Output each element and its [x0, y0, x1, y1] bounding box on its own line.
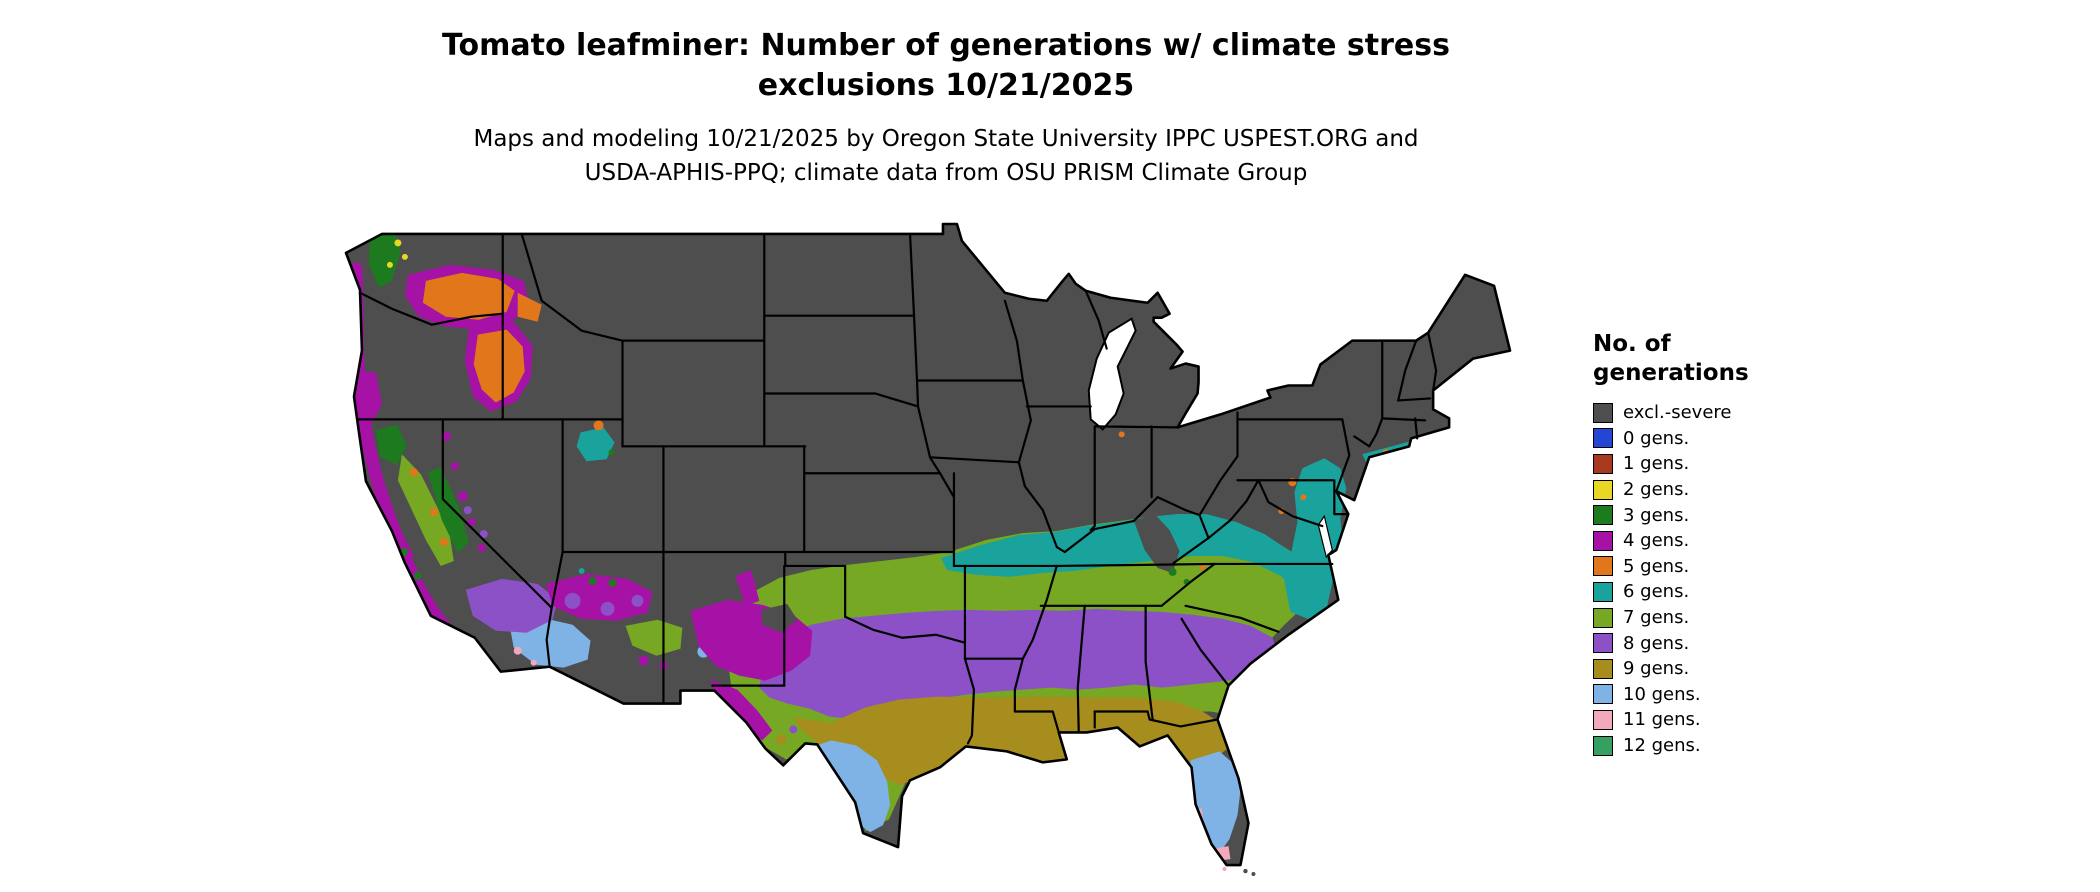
- legend-item: 5 gens.: [1593, 554, 1933, 580]
- legend-item: 9 gens.: [1593, 656, 1933, 682]
- legend-item: 10 gens.: [1593, 682, 1933, 708]
- page-title: Tomato leafminer: Number of generations …: [0, 26, 1892, 106]
- title-line-2: exclusions 10/21/2025: [757, 68, 1135, 103]
- legend-item-label: 2 gens.: [1623, 479, 1690, 501]
- subtitle-line-2: USDA-APHIS-PPQ; climate data from OSU PR…: [584, 160, 1308, 186]
- legend-color-swatch: [1593, 505, 1613, 526]
- legend-color-swatch: [1593, 402, 1613, 423]
- legend-item: 8 gens.: [1593, 630, 1933, 656]
- legend-item-label: 12 gens.: [1623, 735, 1701, 757]
- us-map-svg: [344, 222, 1512, 877]
- legend-title: No. of generations: [1593, 330, 1933, 388]
- us-generations-map: [342, 221, 1520, 884]
- legend-item-label: 9 gens.: [1623, 658, 1690, 680]
- legend-item: 0 gens.: [1593, 426, 1933, 452]
- legend-color-swatch: [1593, 633, 1613, 654]
- legend-title-line-2: generations: [1593, 360, 1749, 386]
- legend-item-label: 3 gens.: [1623, 504, 1690, 526]
- subtitle-line-1: Maps and modeling 10/21/2025 by Oregon S…: [473, 126, 1419, 152]
- map-subheader: Maps and modeling 10/21/2025 by Oregon S…: [0, 122, 1892, 190]
- legend-color-swatch: [1593, 556, 1613, 577]
- legend-item-label: 4 gens.: [1623, 530, 1690, 552]
- legend-item-label: 1 gens.: [1623, 453, 1690, 475]
- legend: No. of generations excl.-severe 0 gens. …: [1593, 330, 1933, 758]
- legend-color-swatch: [1593, 479, 1613, 500]
- legend-item: 11 gens.: [1593, 707, 1933, 733]
- legend-item: 3 gens.: [1593, 502, 1933, 528]
- legend-item-label: 6 gens.: [1623, 581, 1690, 603]
- legend-item: 1 gens.: [1593, 451, 1933, 477]
- legend-color-swatch: [1593, 453, 1613, 474]
- legend-item-label: 7 gens.: [1623, 607, 1690, 629]
- legend-color-swatch: [1593, 581, 1613, 602]
- legend-item: 2 gens.: [1593, 477, 1933, 503]
- legend-title-line-1: No. of: [1593, 331, 1671, 357]
- us-coastline: [344, 222, 1512, 867]
- legend-item-label: 8 gens.: [1623, 632, 1690, 654]
- legend-items: excl.-severe 0 gens. 1 gens. 2 gens. 3 g…: [1593, 400, 1933, 758]
- legend-item-label: 10 gens.: [1623, 683, 1701, 705]
- legend-item-label: 0 gens.: [1623, 427, 1690, 449]
- legend-color-swatch: [1593, 709, 1613, 730]
- legend-item: 12 gens.: [1593, 733, 1933, 759]
- legend-item-label: excl.-severe: [1623, 402, 1732, 424]
- lake-michigan: [1087, 317, 1137, 431]
- legend-color-swatch: [1593, 735, 1613, 756]
- title-line-1: Tomato leafminer: Number of generations …: [442, 28, 1450, 63]
- florida-keys: [1222, 867, 1256, 877]
- map-header: Tomato leafminer: Number of generations …: [0, 26, 1892, 106]
- legend-item: 6 gens.: [1593, 579, 1933, 605]
- legend-item: 7 gens.: [1593, 605, 1933, 631]
- legend-item: excl.-severe: [1593, 400, 1933, 426]
- legend-item-label: 11 gens.: [1623, 709, 1701, 731]
- page-subtitle: Maps and modeling 10/21/2025 by Oregon S…: [0, 122, 1892, 190]
- legend-color-swatch: [1593, 428, 1613, 449]
- legend-color-swatch: [1593, 658, 1613, 679]
- legend-item: 4 gens.: [1593, 528, 1933, 554]
- legend-color-swatch: [1593, 530, 1613, 551]
- legend-item-label: 5 gens.: [1623, 555, 1690, 577]
- state-borders: [356, 232, 1438, 745]
- legend-color-swatch: [1593, 607, 1613, 628]
- legend-color-swatch: [1593, 684, 1613, 705]
